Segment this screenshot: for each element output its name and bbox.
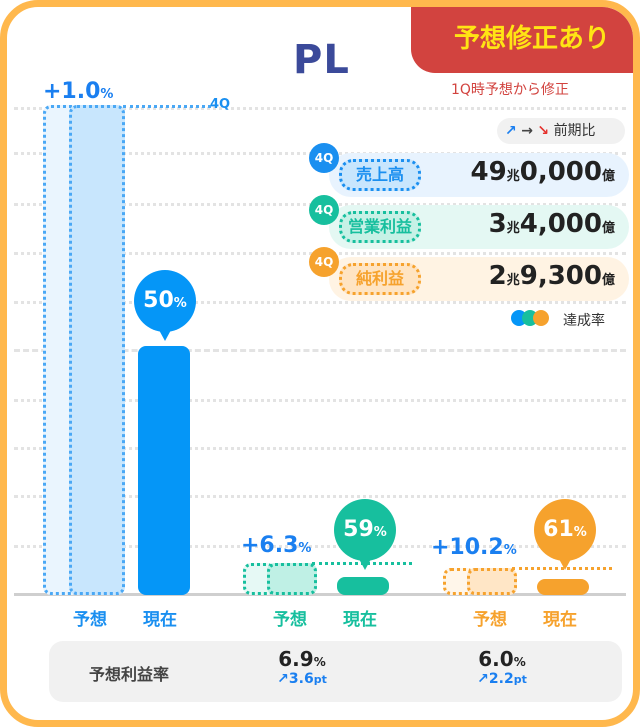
forecast-change-net: +10.2% (431, 535, 517, 560)
kpi-value: 49兆0,000億 (470, 157, 615, 187)
gridline (14, 447, 626, 450)
trend-flat-icon: → (521, 123, 533, 139)
xlabel-forecast: 予想 (73, 610, 107, 630)
trend-up-icon: ↗ (505, 123, 517, 139)
kpi-label: 営業利益 (339, 211, 421, 243)
trend-up-icon: ↗ (277, 671, 289, 687)
margin-summary: 予想利益率 6.9% ↗3.6pt 6.0% ↗2.2pt (49, 641, 622, 702)
net-margin: 6.0% ↗2.2pt (477, 647, 527, 687)
current-bar-sales (138, 346, 190, 595)
forecast-change-sales: +1.0% (43, 79, 114, 104)
xlabel-current: 現在 (343, 610, 377, 630)
forecast-change-operating: +6.3% (241, 533, 312, 558)
kpi-row-operating: 営業利益 4Q 3兆4,000億 (309, 195, 629, 249)
forecast-bar-sales (69, 105, 125, 595)
gridline-midpoint (14, 349, 626, 352)
chart-baseline (14, 593, 626, 596)
xlabel-forecast: 予想 (273, 610, 307, 630)
forecast-bar-net (467, 568, 517, 595)
gridline (14, 107, 626, 110)
trend-legend: ↗ → ↘ 前期比 (497, 118, 625, 144)
kpi-row-sales: 売上高 4Q 49兆0,000億 (309, 143, 629, 197)
gridline (14, 399, 626, 402)
trend-legend-label: 前期比 (553, 123, 596, 139)
xlabel-current: 現在 (543, 610, 577, 630)
gridline (14, 545, 626, 548)
achievement-bubble-net: 61% (534, 499, 596, 570)
achievement-bubble-operating: 59% (334, 499, 396, 570)
forecast-guide-line (123, 105, 211, 108)
gridline (14, 301, 626, 304)
kpi-label: 純利益 (339, 263, 421, 295)
quarter-marker: 4Q (210, 97, 231, 112)
page-title: PL (293, 37, 350, 83)
margin-label: 予想利益率 (89, 665, 170, 684)
current-bar-net (537, 579, 589, 595)
achievement-legend-icon (511, 310, 549, 330)
trend-down-icon: ↘ (537, 123, 550, 139)
quarter-badge: 4Q (309, 195, 339, 225)
xlabel-forecast: 予想 (473, 610, 507, 630)
xlabel-current: 現在 (143, 610, 177, 630)
revision-note: 1Q時予想から修正 (451, 82, 569, 98)
trend-up-icon: ↗ (477, 671, 489, 687)
operating-margin: 6.9% ↗3.6pt (277, 647, 327, 687)
quarter-badge: 4Q (309, 247, 339, 277)
kpi-label: 売上高 (339, 159, 421, 191)
current-bar-operating (337, 577, 389, 595)
revision-badge: 予想修正あり (411, 7, 633, 73)
forecast-bar-operating (267, 563, 317, 595)
quarter-badge: 4Q (309, 143, 339, 173)
kpi-value: 3兆4,000億 (488, 209, 615, 239)
gridline (14, 495, 626, 498)
kpi-value: 2兆9,300億 (488, 261, 615, 291)
kpi-row-net: 純利益 4Q 2兆9,300億 (309, 247, 629, 301)
achievement-bubble-sales: 50% (134, 270, 196, 341)
achievement-legend-label: 達成率 (563, 313, 605, 329)
